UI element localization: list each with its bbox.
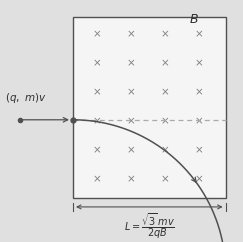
Text: ×: ×	[195, 58, 203, 68]
Text: ×: ×	[93, 87, 102, 97]
Text: ×: ×	[93, 58, 102, 68]
Text: ×: ×	[161, 29, 169, 39]
Text: ×: ×	[127, 29, 136, 39]
Text: ×: ×	[161, 58, 169, 68]
Text: $(q,\ m)v$: $(q,\ m)v$	[5, 91, 47, 105]
Text: ×: ×	[127, 174, 136, 184]
Text: ×: ×	[127, 116, 136, 126]
Text: ×: ×	[195, 174, 203, 184]
Text: ×: ×	[93, 29, 102, 39]
Text: ×: ×	[195, 145, 203, 155]
Text: ×: ×	[161, 116, 169, 126]
Text: ×: ×	[195, 29, 203, 39]
Text: ×: ×	[93, 174, 102, 184]
Text: ×: ×	[195, 116, 203, 126]
Text: $L = \dfrac{\sqrt{3}\,mv}{2qB}$: $L = \dfrac{\sqrt{3}\,mv}{2qB}$	[124, 211, 175, 241]
Text: $B$: $B$	[189, 13, 199, 26]
Text: ×: ×	[127, 87, 136, 97]
Text: ×: ×	[161, 87, 169, 97]
Text: ×: ×	[195, 87, 203, 97]
Bar	[73, 17, 226, 198]
Text: ×: ×	[93, 116, 102, 126]
Text: ×: ×	[161, 145, 169, 155]
Text: ×: ×	[127, 145, 136, 155]
Text: ×: ×	[93, 145, 102, 155]
Text: ×: ×	[127, 58, 136, 68]
Text: ×: ×	[161, 174, 169, 184]
